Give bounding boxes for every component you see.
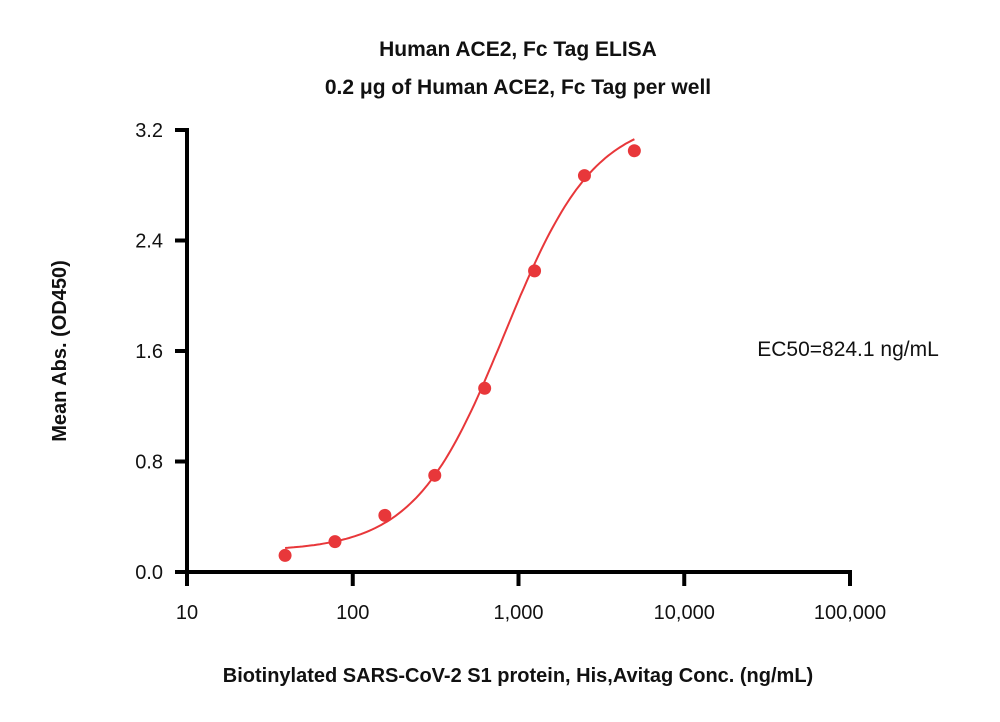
y-tick-label: 3.2 (135, 120, 163, 142)
fit-curve (285, 138, 635, 549)
data-point (627, 144, 641, 158)
ec50-annotation: EC50=824.1 ng/mL (757, 338, 939, 361)
data-point (328, 535, 342, 549)
chart-title: Human ACE2, Fc Tag ELISA (379, 38, 657, 61)
data-point (428, 468, 442, 482)
x-tick-label: 1,000 (493, 602, 543, 624)
data-point (478, 381, 492, 395)
data-points (278, 144, 641, 562)
y-axis-label: Mean Abs. (OD450) (49, 260, 71, 442)
fit-curve-group (285, 138, 635, 549)
x-tick-label: 100,000 (814, 602, 886, 624)
y-tick-label: 0.8 (135, 452, 163, 474)
data-point (278, 548, 292, 562)
data-point (577, 169, 591, 183)
y-tick-label: 2.4 (135, 231, 163, 253)
data-point (528, 264, 542, 278)
x-tick-label: 10 (176, 602, 198, 624)
axes: 0.0 0.8 1.6 2.4 3.2 10 100 1,000 10,000 100,000 (135, 120, 886, 624)
x-tick-label: 100 (336, 602, 369, 624)
chart-subtitle: 0.2 μg of Human ACE2, Fc Tag per well (325, 76, 711, 99)
y-tick-label: 0.0 (135, 562, 163, 584)
x-axis-label: Biotinylated SARS-CoV-2 S1 protein, His,… (223, 665, 813, 687)
data-point (378, 508, 392, 522)
y-tick-label: 1.6 (135, 341, 163, 363)
x-tick-label: 10,000 (654, 602, 715, 624)
